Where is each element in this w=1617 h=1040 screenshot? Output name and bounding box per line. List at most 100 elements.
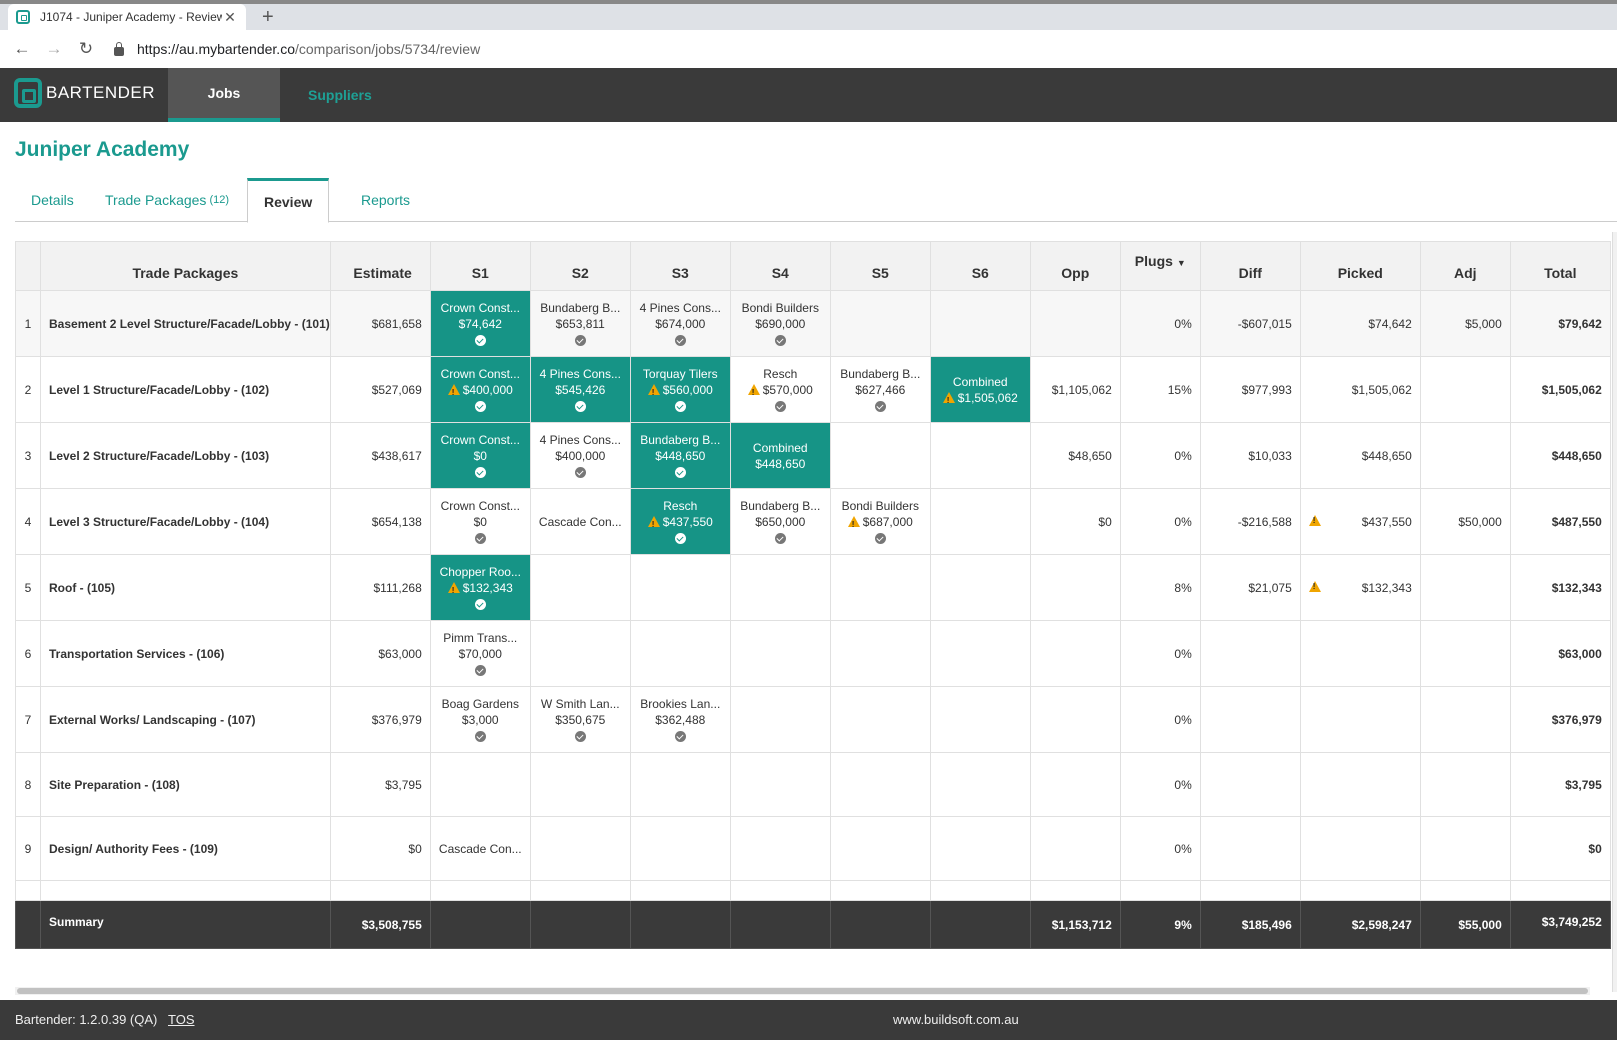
adj-value[interactable] <box>1419 356 1511 423</box>
quote-cell-s4[interactable]: Combined $448,650 <box>729 422 831 489</box>
plugs-value[interactable]: 0% <box>1119 422 1201 489</box>
check-circle-icon[interactable] <box>674 532 686 544</box>
quote-cell-s2[interactable] <box>529 620 631 687</box>
check-circle-icon[interactable] <box>474 334 486 346</box>
trade-package-name[interactable]: Basement 2 Level Structure/Facade/Lobby … <box>40 290 331 357</box>
trade-package-name[interactable]: Transportation Services - (106) <box>40 620 331 687</box>
check-circle-icon[interactable] <box>574 334 586 346</box>
check-circle-icon[interactable] <box>874 532 886 544</box>
check-circle-icon[interactable] <box>674 466 686 478</box>
plugs-value[interactable]: 0% <box>1119 488 1201 555</box>
quote-cell-s2[interactable]: Cascade Con... <box>529 488 631 555</box>
quote-cell-s6[interactable] <box>929 752 1031 817</box>
check-circle-icon[interactable] <box>474 466 486 478</box>
quote-cell-s1[interactable]: Cascade Con... <box>429 816 531 881</box>
browser-tab[interactable]: J1074 - Juniper Academy - Review ✕ <box>8 4 246 30</box>
quote-cell-s2[interactable] <box>529 816 631 881</box>
quote-cell-s5[interactable] <box>829 554 931 621</box>
tab-review[interactable]: Review <box>247 178 330 223</box>
quote-cell-s5[interactable] <box>829 686 931 753</box>
trade-package-name[interactable]: External Works/ Landscaping - (107) <box>40 686 331 753</box>
quote-cell-s3[interactable]: Torquay Tilers$560,000 <box>629 356 731 423</box>
trade-package-name[interactable]: Level 1 Structure/Facade/Lobby - (102) <box>40 356 331 423</box>
quote-cell-s4[interactable]: Bundaberg B... $650,000 <box>729 488 831 555</box>
check-circle-icon[interactable] <box>674 334 686 346</box>
nav-suppliers[interactable]: Suppliers <box>308 87 372 103</box>
plugs-value[interactable]: 15% <box>1119 356 1201 423</box>
quote-cell-s3[interactable] <box>629 752 731 817</box>
plugs-value[interactable]: 0% <box>1119 620 1201 687</box>
plugs-value[interactable]: 0% <box>1119 686 1201 753</box>
quote-cell-s2[interactable] <box>529 752 631 817</box>
trade-package-name[interactable]: Site Preparation - (108) <box>40 752 331 817</box>
col-header-s5[interactable]: S5 <box>829 241 931 291</box>
horizontal-scrollbar[interactable] <box>15 987 1590 995</box>
adj-value[interactable] <box>1419 752 1511 817</box>
check-circle-icon[interactable] <box>774 334 786 346</box>
quote-cell-s1[interactable]: Boag Gardens $3,000 <box>429 686 531 753</box>
col-header-picked[interactable]: Picked <box>1299 241 1421 291</box>
check-circle-icon[interactable] <box>474 400 486 412</box>
quote-cell-s6[interactable] <box>929 422 1031 489</box>
col-header-s4[interactable]: S4 <box>729 241 831 291</box>
quote-cell-s2[interactable]: Bundaberg B... $653,811 <box>529 290 631 357</box>
check-circle-icon[interactable] <box>674 730 686 742</box>
plugs-value[interactable]: 0% <box>1119 816 1201 881</box>
quote-cell-s3[interactable] <box>629 620 731 687</box>
quote-cell-s4[interactable]: Bondi Builders $690,000 <box>729 290 831 357</box>
new-tab-icon[interactable]: + <box>262 6 274 28</box>
quote-cell-s4[interactable] <box>729 752 831 817</box>
tab-details[interactable]: Details <box>15 178 90 222</box>
quote-cell-s6[interactable] <box>929 554 1031 621</box>
adj-value[interactable]: $50,000 <box>1419 488 1511 555</box>
quote-cell-s3[interactable] <box>629 554 731 621</box>
quote-cell-s3[interactable] <box>629 816 731 881</box>
quote-cell-s4[interactable] <box>729 554 831 621</box>
quote-cell-s5[interactable]: Bundaberg B... $627,466 <box>829 356 931 423</box>
quote-cell-s5[interactable] <box>829 422 931 489</box>
trade-package-name[interactable]: Design/ Authority Fees - (109) <box>40 816 331 881</box>
quote-cell-s1[interactable] <box>429 752 531 817</box>
plugs-value[interactable]: 0% <box>1119 290 1201 357</box>
col-header-opp[interactable]: Opp <box>1029 241 1121 291</box>
quote-cell-s1[interactable]: Crown Const... $0 <box>429 488 531 555</box>
col-header-s2[interactable]: S2 <box>529 241 631 291</box>
forward-arrow-icon[interactable]: → <box>45 39 63 58</box>
close-tab-icon[interactable]: ✕ <box>224 8 236 25</box>
reload-icon[interactable]: ↻ <box>78 39 94 58</box>
col-header-estimate[interactable]: Estimate <box>329 241 431 291</box>
plugs-value[interactable]: 8% <box>1119 554 1201 621</box>
trade-package-name[interactable]: Roof - (105) <box>40 554 331 621</box>
col-header-s3[interactable]: S3 <box>629 241 731 291</box>
adj-value[interactable] <box>1419 422 1511 489</box>
quote-cell-s6[interactable] <box>929 620 1031 687</box>
trade-package-name[interactable]: Level 2 Structure/Facade/Lobby - (103) <box>40 422 331 489</box>
quote-cell-s6[interactable] <box>929 816 1031 881</box>
back-arrow-icon[interactable]: ← <box>13 39 31 58</box>
site-link[interactable]: www.buildsoft.com.au <box>893 1012 1019 1027</box>
quote-cell-s1[interactable]: Chopper Roo...$132,343 <box>429 554 531 621</box>
trade-package-name[interactable]: Level 3 Structure/Facade/Lobby - (104) <box>40 488 331 555</box>
quote-cell-s3[interactable]: Brookies Lan... $362,488 <box>629 686 731 753</box>
quote-cell-s4[interactable] <box>729 816 831 881</box>
quote-cell-s4[interactable] <box>729 686 831 753</box>
check-circle-icon[interactable] <box>474 598 486 610</box>
check-circle-icon[interactable] <box>774 400 786 412</box>
quote-cell-s3[interactable]: Resch$437,550 <box>629 488 731 555</box>
check-circle-icon[interactable] <box>874 400 886 412</box>
col-header-trade-packages[interactable]: Trade Packages <box>40 241 331 291</box>
col-header-diff[interactable]: Diff <box>1199 241 1301 291</box>
quote-cell-s5[interactable] <box>829 752 931 817</box>
check-circle-icon[interactable] <box>474 730 486 742</box>
quote-cell-s2[interactable]: W Smith Lan... $350,675 <box>529 686 631 753</box>
adj-value[interactable] <box>1419 816 1511 881</box>
check-circle-icon[interactable] <box>574 400 586 412</box>
quote-cell-s6[interactable] <box>929 290 1031 357</box>
caret-down-icon[interactable]: ▼ <box>1176 258 1186 268</box>
check-circle-icon[interactable] <box>574 730 586 742</box>
quote-cell-s5[interactable] <box>829 620 931 687</box>
tos-link[interactable]: TOS <box>168 1012 195 1027</box>
col-header-total[interactable]: Total <box>1509 241 1611 291</box>
adj-value[interactable] <box>1419 686 1511 753</box>
col-header-s1[interactable]: S1 <box>429 241 531 291</box>
